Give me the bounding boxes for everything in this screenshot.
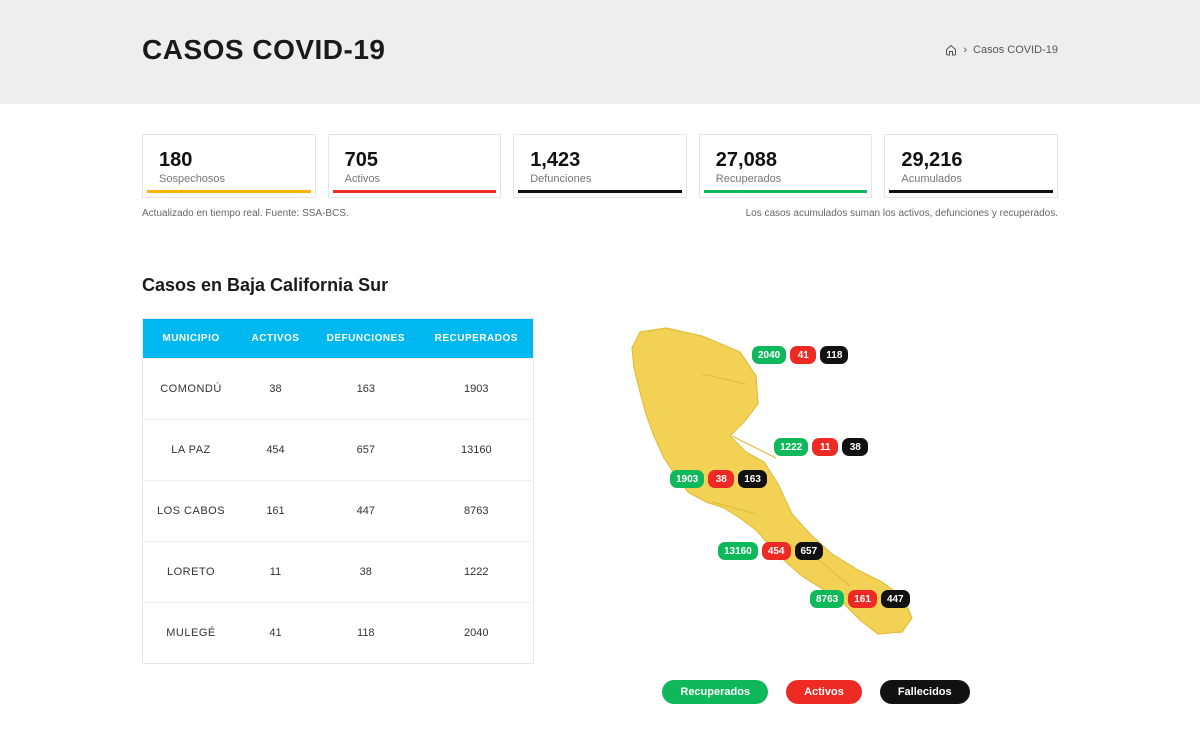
stat-value: 1,423 bbox=[530, 149, 670, 171]
table-row: LORETO11381222 bbox=[143, 542, 534, 603]
marker-active: 161 bbox=[848, 590, 877, 608]
stat-label: Recuperados bbox=[716, 173, 856, 185]
map-marker-comondu: 190338163 bbox=[670, 470, 767, 488]
map-marker-loreto: 12221138 bbox=[774, 438, 868, 456]
table-cell: 1222 bbox=[420, 542, 534, 603]
marker-recovered: 2040 bbox=[752, 346, 786, 364]
table-row: COMONDÚ381631903 bbox=[143, 359, 534, 420]
stat-label: Activos bbox=[345, 173, 485, 185]
section-title: Casos en Baja California Sur bbox=[142, 275, 1058, 296]
stat-label: Defunciones bbox=[530, 173, 670, 185]
stat-value: 29,216 bbox=[901, 149, 1041, 171]
table-cell: 41 bbox=[239, 603, 312, 664]
stat-value: 27,088 bbox=[716, 149, 856, 171]
stat-label: Acumulados bbox=[901, 173, 1041, 185]
table-cell: 38 bbox=[239, 359, 312, 420]
map-legend: Recuperados Activos Fallecidos bbox=[574, 680, 1058, 704]
stat-card-sospechosos: 180 Sospechosos bbox=[142, 134, 316, 198]
table-cell: 118 bbox=[312, 603, 420, 664]
table-cell: LORETO bbox=[143, 542, 240, 603]
stat-card-activos: 705 Activos bbox=[328, 134, 502, 198]
marker-recovered: 1903 bbox=[670, 470, 704, 488]
breadcrumb: › Casos COVID-19 bbox=[945, 44, 1058, 56]
stat-value: 180 bbox=[159, 149, 299, 171]
marker-active: 41 bbox=[790, 346, 816, 364]
marker-deaths: 657 bbox=[795, 542, 824, 560]
stat-card-recuperados: 27,088 Recuperados bbox=[699, 134, 873, 198]
table-cell: 8763 bbox=[420, 481, 534, 542]
marker-active: 454 bbox=[762, 542, 791, 560]
stat-label: Sospechosos bbox=[159, 173, 299, 185]
table-cell: 38 bbox=[312, 542, 420, 603]
breadcrumb-current: Casos COVID-19 bbox=[973, 44, 1058, 56]
footnote-right: Los casos acumulados suman los activos, … bbox=[746, 208, 1058, 219]
map-marker-loscabos: 8763161447 bbox=[810, 590, 910, 608]
table-cell: COMONDÚ bbox=[143, 359, 240, 420]
table-cell: 163 bbox=[312, 359, 420, 420]
breadcrumb-home[interactable] bbox=[945, 44, 957, 56]
legend-deaths[interactable]: Fallecidos bbox=[880, 680, 970, 704]
table-row: MULEGÉ411182040 bbox=[143, 603, 534, 664]
marker-active: 11 bbox=[812, 438, 838, 456]
stat-card-defunciones: 1,423 Defunciones bbox=[513, 134, 687, 198]
map-marker-lapaz: 13160454657 bbox=[718, 542, 823, 560]
table-cell: 454 bbox=[239, 420, 312, 481]
marker-recovered: 13160 bbox=[718, 542, 758, 560]
breadcrumb-sep: › bbox=[963, 44, 967, 56]
footnote-left: Actualizado en tiempo real. Fuente: SSA-… bbox=[142, 208, 349, 219]
marker-recovered: 8763 bbox=[810, 590, 844, 608]
home-icon bbox=[945, 44, 957, 56]
stat-value: 705 bbox=[345, 149, 485, 171]
marker-deaths: 447 bbox=[881, 590, 910, 608]
marker-deaths: 163 bbox=[738, 470, 767, 488]
marker-deaths: 38 bbox=[842, 438, 868, 456]
table-cell: 447 bbox=[312, 481, 420, 542]
map-marker-mulege: 204041118 bbox=[752, 346, 848, 364]
table-cell: 11 bbox=[239, 542, 312, 603]
table-header: ACTIVOS bbox=[239, 319, 312, 359]
marker-active: 38 bbox=[708, 470, 734, 488]
table-row: LA PAZ45465713160 bbox=[143, 420, 534, 481]
table-header: RECUPERADOS bbox=[420, 319, 534, 359]
table-cell: 657 bbox=[312, 420, 420, 481]
table-row: LOS CABOS1614478763 bbox=[143, 481, 534, 542]
stat-card-acumulados: 29,216 Acumulados bbox=[884, 134, 1058, 198]
table-cell: 2040 bbox=[420, 603, 534, 664]
page-title: CASOS COVID-19 bbox=[142, 34, 386, 66]
legend-active[interactable]: Activos bbox=[786, 680, 862, 704]
marker-deaths: 118 bbox=[820, 346, 848, 364]
table-cell: LOS CABOS bbox=[143, 481, 240, 542]
table-cell: LA PAZ bbox=[143, 420, 240, 481]
municipio-table: MUNICIPIOACTIVOSDEFUNCIONESRECUPERADOS C… bbox=[142, 318, 534, 664]
table-cell: 161 bbox=[239, 481, 312, 542]
stat-cards: 180 Sospechosos 705 Activos 1,423 Defunciones… bbox=[142, 134, 1058, 198]
marker-recovered: 1222 bbox=[774, 438, 808, 456]
legend-recovered[interactable]: Recuperados bbox=[662, 680, 768, 704]
table-cell: 1903 bbox=[420, 359, 534, 420]
table-cell: MULEGÉ bbox=[143, 603, 240, 664]
table-header: DEFUNCIONES bbox=[312, 319, 420, 359]
table-header: MUNICIPIO bbox=[143, 319, 240, 359]
bcs-map: 2040411181222113819033816313160454657876… bbox=[606, 318, 1026, 658]
table-cell: 13160 bbox=[420, 420, 534, 481]
